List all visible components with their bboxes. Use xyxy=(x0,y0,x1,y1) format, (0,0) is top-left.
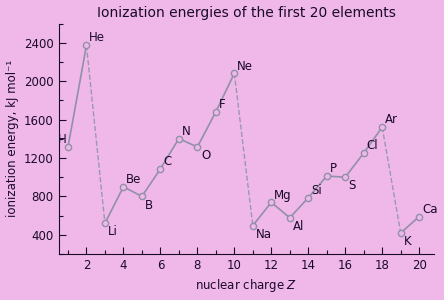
Text: O: O xyxy=(201,149,210,162)
X-axis label: nuclear charge $Z$: nuclear charge $Z$ xyxy=(195,278,297,294)
Text: C: C xyxy=(163,155,171,168)
Text: N: N xyxy=(182,125,190,138)
Text: Be: Be xyxy=(126,173,142,186)
Text: Mg: Mg xyxy=(274,189,292,202)
Text: B: B xyxy=(145,199,153,212)
Text: Cl: Cl xyxy=(366,140,378,152)
Text: Si: Si xyxy=(311,184,322,197)
Text: He: He xyxy=(89,31,105,44)
Text: P: P xyxy=(329,162,337,175)
Text: S: S xyxy=(348,179,355,192)
Text: Na: Na xyxy=(256,228,272,241)
Text: F: F xyxy=(218,98,225,111)
Text: Li: Li xyxy=(108,225,118,239)
Text: H: H xyxy=(58,133,67,146)
Y-axis label: ionization energy, kJ mol⁻¹: ionization energy, kJ mol⁻¹ xyxy=(6,60,19,217)
Title: Ionization energies of the first 20 elements: Ionization energies of the first 20 elem… xyxy=(97,6,396,20)
Text: Ar: Ar xyxy=(385,113,398,126)
Text: K: K xyxy=(404,235,411,248)
Text: Al: Al xyxy=(293,220,304,233)
Text: Ne: Ne xyxy=(237,60,253,73)
Text: Ca: Ca xyxy=(422,203,437,216)
